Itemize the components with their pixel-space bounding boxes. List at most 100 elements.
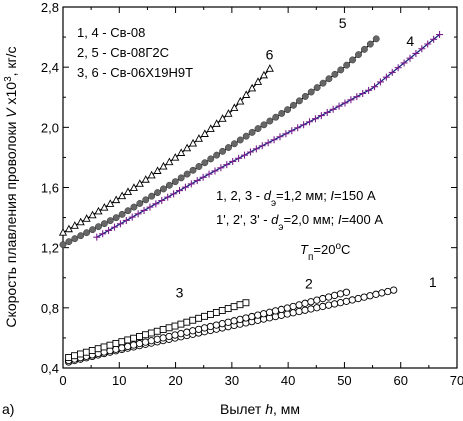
data-point bbox=[265, 64, 274, 72]
data-point bbox=[254, 125, 262, 133]
data-point bbox=[325, 293, 333, 301]
data-point bbox=[242, 90, 251, 98]
data-point bbox=[225, 144, 232, 151]
y-tick-label: 0,4 bbox=[41, 361, 59, 376]
data-point bbox=[264, 139, 272, 147]
data-point bbox=[89, 226, 97, 234]
data-point bbox=[124, 336, 132, 344]
data-point bbox=[58, 228, 68, 236]
data-point bbox=[165, 324, 173, 332]
data-point bbox=[330, 300, 339, 308]
data-point bbox=[159, 326, 167, 333]
data-point bbox=[105, 226, 113, 234]
data-point bbox=[118, 191, 127, 200]
data-point bbox=[170, 190, 178, 198]
data-point bbox=[136, 200, 144, 207]
data-point bbox=[141, 338, 150, 346]
data-point bbox=[164, 193, 172, 201]
data-point bbox=[207, 155, 215, 163]
x-tick-label: 60 bbox=[393, 373, 407, 388]
data-point bbox=[335, 102, 343, 110]
data-point bbox=[347, 96, 355, 104]
data-point bbox=[313, 296, 321, 304]
data-point bbox=[341, 99, 349, 107]
data-point bbox=[224, 109, 233, 117]
data-point bbox=[336, 299, 345, 307]
data-point bbox=[201, 312, 209, 320]
data-point bbox=[276, 133, 284, 141]
data-point bbox=[160, 185, 167, 193]
data-point bbox=[177, 329, 185, 338]
data-point bbox=[99, 230, 107, 238]
data-point bbox=[278, 109, 286, 117]
data-point bbox=[93, 233, 101, 241]
data-point bbox=[294, 124, 302, 132]
data-point bbox=[306, 118, 314, 126]
data-point bbox=[378, 289, 386, 297]
data-point bbox=[83, 229, 91, 237]
data-point bbox=[248, 312, 256, 321]
data-point bbox=[106, 217, 114, 225]
x-tick-label: 30 bbox=[225, 373, 239, 388]
data-point bbox=[236, 315, 244, 324]
series-3: 3 bbox=[65, 284, 250, 361]
data-point bbox=[366, 292, 374, 300]
data-point bbox=[242, 132, 250, 140]
y-tick-label: 2,4 bbox=[41, 60, 59, 75]
data-point bbox=[230, 103, 239, 112]
data-point bbox=[200, 324, 209, 332]
condition-temperature: Tп=20oC bbox=[300, 241, 350, 263]
data-point bbox=[241, 151, 249, 159]
data-point bbox=[254, 311, 262, 319]
data-point bbox=[171, 331, 179, 339]
data-point bbox=[136, 333, 143, 340]
data-point bbox=[295, 301, 303, 309]
legend: 1, 4 - Св-08 2, 5 - Св-08Г2С 3, 6 - Св-0… bbox=[77, 25, 193, 80]
data-point bbox=[82, 214, 91, 222]
data-point bbox=[342, 288, 351, 296]
data-point bbox=[183, 328, 191, 336]
data-point bbox=[360, 45, 368, 53]
data-point bbox=[301, 92, 309, 100]
data-point bbox=[183, 318, 191, 326]
data-point bbox=[270, 136, 278, 144]
data-point bbox=[153, 327, 161, 335]
data-point bbox=[390, 286, 398, 294]
data-point bbox=[159, 161, 168, 170]
curve-label-4: 4 bbox=[406, 33, 414, 49]
x-tick-label: 20 bbox=[168, 373, 182, 388]
data-point bbox=[331, 70, 339, 78]
data-point bbox=[325, 75, 333, 83]
data-point bbox=[123, 187, 133, 196]
data-point bbox=[77, 232, 85, 240]
data-point bbox=[200, 129, 209, 137]
data-point bbox=[289, 302, 297, 311]
data-point bbox=[82, 348, 90, 356]
data-point bbox=[313, 304, 321, 312]
data-point bbox=[153, 335, 161, 343]
data-point bbox=[230, 317, 238, 325]
data-point bbox=[70, 221, 79, 229]
data-point bbox=[147, 170, 156, 179]
y-tick-label: 2,0 bbox=[41, 120, 59, 135]
data-point bbox=[71, 352, 78, 360]
data-point bbox=[258, 142, 266, 150]
data-point bbox=[176, 187, 184, 195]
data-point bbox=[212, 119, 221, 127]
series-5: 5 bbox=[59, 15, 380, 249]
data-point bbox=[201, 159, 209, 167]
legend-entry-1: 1, 4 - Св-08 bbox=[77, 25, 145, 40]
data-point bbox=[199, 173, 207, 181]
data-point bbox=[217, 164, 225, 172]
data-point bbox=[112, 214, 120, 222]
data-point bbox=[118, 210, 126, 218]
data-point bbox=[142, 331, 149, 339]
data-point bbox=[194, 134, 203, 142]
data-point bbox=[359, 89, 367, 97]
data-point bbox=[223, 161, 231, 169]
data-point bbox=[295, 97, 303, 105]
y-tick-label: 1,6 bbox=[41, 181, 59, 196]
data-point bbox=[193, 177, 201, 185]
data-point bbox=[189, 166, 197, 174]
